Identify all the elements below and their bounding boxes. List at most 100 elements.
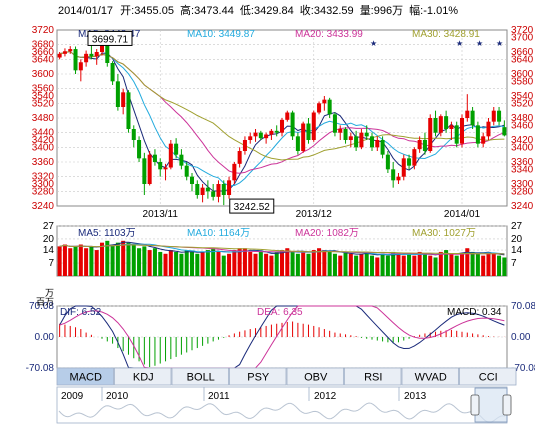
volume-bar[interactable] xyxy=(211,248,216,276)
indicator-tab-bg[interactable] xyxy=(56,367,114,386)
volume-bar[interactable] xyxy=(285,248,290,276)
indicator-tab-label[interactable]: CCI xyxy=(479,372,498,384)
candle-body[interactable] xyxy=(163,167,168,170)
candle-body[interactable] xyxy=(380,140,385,155)
candle-body[interactable] xyxy=(62,51,67,54)
candle-body[interactable] xyxy=(189,176,195,184)
volume-bar[interactable] xyxy=(454,255,459,276)
candle-body[interactable] xyxy=(502,127,507,136)
volume-bar[interactable] xyxy=(269,255,274,276)
overview-right-handle[interactable] xyxy=(502,394,512,416)
candle-body[interactable] xyxy=(301,123,306,152)
volume-bar[interactable] xyxy=(497,255,502,276)
volume-bar[interactable] xyxy=(385,255,390,276)
candle-body[interactable] xyxy=(200,187,205,195)
candle-body[interactable] xyxy=(237,151,242,164)
candle-body[interactable] xyxy=(295,136,300,151)
candle-body[interactable] xyxy=(258,132,263,139)
indicator-tab-cci[interactable]: CCI xyxy=(459,367,517,386)
candle-body[interactable] xyxy=(94,52,99,57)
indicator-tab-label[interactable]: WVAD xyxy=(415,372,447,384)
indicator-tab-label[interactable]: RSI xyxy=(364,372,382,384)
indicator-tab-kdj[interactable]: KDJ xyxy=(114,367,172,386)
volume-bar[interactable] xyxy=(121,240,126,276)
volume-bar[interactable] xyxy=(264,253,269,276)
volume-bar[interactable] xyxy=(174,251,179,276)
indicator-tab-boll[interactable]: BOLL xyxy=(171,367,229,386)
candle-body[interactable] xyxy=(332,114,337,133)
volume-bar[interactable] xyxy=(306,253,311,276)
volume-bar[interactable] xyxy=(412,255,417,276)
volume-bar[interactable] xyxy=(332,253,337,276)
volume-bar[interactable] xyxy=(131,244,136,276)
candle-body[interactable] xyxy=(179,154,184,166)
candle-body[interactable] xyxy=(264,134,269,139)
candle-body[interactable] xyxy=(137,140,142,159)
volume-bar[interactable] xyxy=(380,253,385,276)
volume-bar[interactable] xyxy=(89,246,94,276)
candle-body[interactable] xyxy=(364,132,369,137)
candle-body[interactable] xyxy=(195,184,200,195)
volume-bar[interactable] xyxy=(237,248,242,276)
overview-left-handle[interactable] xyxy=(470,394,480,416)
volume-bar[interactable] xyxy=(274,251,279,276)
candle-body[interactable] xyxy=(391,169,396,181)
candle-body[interactable] xyxy=(105,41,110,63)
volume-bar[interactable] xyxy=(317,248,322,276)
volume-bar[interactable] xyxy=(475,253,480,276)
candle-body[interactable] xyxy=(475,125,480,144)
volume-bar[interactable] xyxy=(84,248,89,276)
volume-bar[interactable] xyxy=(481,255,486,276)
volume-bar[interactable] xyxy=(407,253,412,276)
indicator-tab-psy[interactable]: PSY xyxy=(229,367,287,386)
volume-bar[interactable] xyxy=(189,251,195,276)
volume-bar[interactable] xyxy=(364,251,369,276)
candle-body[interactable] xyxy=(174,143,179,155)
candle-body[interactable] xyxy=(73,49,78,71)
volume-bar[interactable] xyxy=(221,255,226,276)
volume-bar[interactable] xyxy=(115,242,120,276)
volume-bar[interactable] xyxy=(248,251,253,276)
candle-body[interactable] xyxy=(99,41,105,52)
volume-bar[interactable] xyxy=(433,257,438,276)
candle-body[interactable] xyxy=(89,53,94,57)
indicator-tab-bg[interactable] xyxy=(114,367,172,386)
volume-bar[interactable] xyxy=(428,255,433,276)
candle-body[interactable] xyxy=(322,99,327,104)
candle-body[interactable] xyxy=(279,119,285,133)
indicator-tab-rsi[interactable]: RSI xyxy=(344,367,402,386)
candle-body[interactable] xyxy=(433,118,438,133)
volume-bar[interactable] xyxy=(200,251,205,276)
candle-body[interactable] xyxy=(470,110,475,126)
candle-body[interactable] xyxy=(306,123,311,141)
candle-body[interactable] xyxy=(84,53,89,63)
volume-bar[interactable] xyxy=(502,257,507,276)
candle-body[interactable] xyxy=(205,187,210,192)
volume-bar[interactable] xyxy=(375,257,380,276)
indicator-tab-label[interactable]: MACD xyxy=(70,372,102,384)
volume-bar[interactable] xyxy=(348,253,353,276)
volume-bar[interactable] xyxy=(290,251,295,276)
candle-body[interactable] xyxy=(417,140,422,150)
candle-body[interactable] xyxy=(438,116,443,133)
volume-bar[interactable] xyxy=(195,253,200,276)
volume-bar[interactable] xyxy=(110,244,115,276)
volume-bar[interactable] xyxy=(343,251,348,276)
candle-body[interactable] xyxy=(327,99,332,115)
candle-body[interactable] xyxy=(290,112,295,137)
volume-bar[interactable] xyxy=(94,250,99,276)
volume-bar[interactable] xyxy=(163,253,168,276)
indicator-tab-bg[interactable] xyxy=(344,367,402,386)
candle-body[interactable] xyxy=(142,158,147,184)
candle-body[interactable] xyxy=(227,180,232,195)
candle-body[interactable] xyxy=(115,81,120,107)
indicator-tab-label[interactable]: BOLL xyxy=(187,372,215,384)
candle-body[interactable] xyxy=(401,158,406,177)
candle-body[interactable] xyxy=(491,110,496,122)
volume-bar[interactable] xyxy=(327,251,332,276)
candle-body[interactable] xyxy=(158,162,163,170)
volume-bar[interactable] xyxy=(338,255,343,276)
candle-body[interactable] xyxy=(121,92,126,107)
candle-body[interactable] xyxy=(385,154,390,170)
candle-body[interactable] xyxy=(78,62,83,71)
